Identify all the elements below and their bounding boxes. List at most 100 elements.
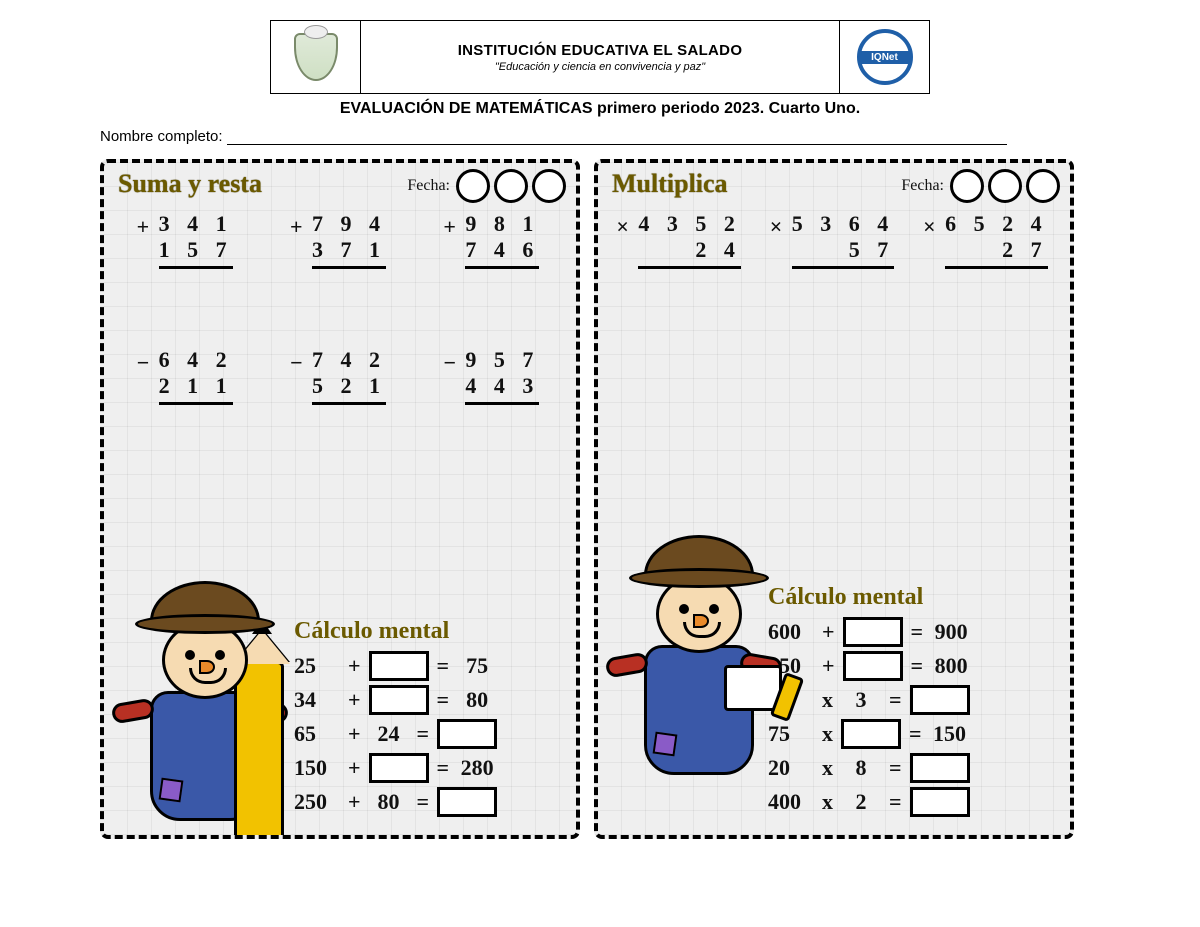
- subtrahend: 4 4 3: [465, 373, 539, 399]
- mental-row[interactable]: 75x=150: [768, 719, 1058, 749]
- name-line: Nombre completo:: [100, 128, 1160, 145]
- mental-row[interactable]: 34+=80: [294, 685, 564, 715]
- op-plus: +: [137, 214, 150, 240]
- mental-title-left: Cálculo mental: [294, 618, 564, 645]
- mental-row[interactable]: 250+80=: [294, 787, 564, 817]
- mult-row: × 4 3 5 2 2 4 × 5 3 6 4 5 7 × 6 5 2 4 2 …: [598, 203, 1070, 269]
- answer-box[interactable]: [437, 719, 497, 749]
- mental-row[interactable]: 20x8=: [768, 753, 1058, 783]
- mental-a: 34: [294, 687, 340, 713]
- op-plus: +: [290, 214, 303, 240]
- addend-bottom: 1 5 7: [159, 237, 233, 263]
- mental-row[interactable]: 65+24=: [294, 719, 564, 749]
- op-plus: +: [443, 214, 456, 240]
- mental-eq: =: [911, 653, 924, 679]
- mental-result: 80: [457, 687, 497, 713]
- sub-problem[interactable]: − 9 5 7 4 4 3: [447, 347, 539, 405]
- mental-result: 75: [457, 653, 497, 679]
- multiplier: 2 4: [638, 237, 741, 263]
- add-problem[interactable]: + 3 4 1 1 5 7: [141, 211, 233, 269]
- minuend: 7 4 2: [312, 347, 386, 373]
- mental-b: 8: [841, 755, 881, 781]
- mental-b: 80: [369, 789, 409, 815]
- answer-box[interactable]: [910, 753, 970, 783]
- answer-box[interactable]: [369, 651, 429, 681]
- op-times: ×: [923, 214, 936, 240]
- mult-problem[interactable]: × 4 3 5 2 2 4: [620, 211, 741, 269]
- add-problem[interactable]: + 9 8 1 7 4 6: [447, 211, 539, 269]
- mental-op: +: [348, 687, 361, 713]
- mental-row[interactable]: 50x3=: [768, 685, 1058, 715]
- fecha-circle[interactable]: [456, 169, 490, 203]
- worksheet: Suma y resta Fecha: + 3 4 1 1 5 7 + 7 9 …: [100, 159, 1160, 839]
- answer-box[interactable]: [910, 685, 970, 715]
- mental-a: 250: [294, 789, 340, 815]
- minuend: 6 4 2: [159, 347, 233, 373]
- panel-multiplica: Multiplica Fecha: × 4 3 5 2 2 4 × 5 3 6 …: [594, 159, 1074, 839]
- institution-cell: INSTITUCIÓN EDUCATIVA EL SALADO "Educaci…: [361, 21, 840, 94]
- mental-row[interactable]: 150+=280: [294, 753, 564, 783]
- sum-line: [312, 266, 386, 269]
- mental-a: 150: [294, 755, 340, 781]
- header-table: INSTITUCIÓN EDUCATIVA EL SALADO "Educaci…: [270, 20, 930, 94]
- answer-box[interactable]: [437, 787, 497, 817]
- answer-box[interactable]: [843, 651, 903, 681]
- addend-bottom: 3 7 1: [312, 237, 386, 263]
- op-minus: −: [443, 350, 456, 376]
- mental-op: +: [348, 653, 361, 679]
- name-underline[interactable]: [227, 144, 1007, 145]
- addend-bottom: 7 4 6: [465, 237, 539, 263]
- sub-problem[interactable]: − 7 4 2 5 2 1: [294, 347, 386, 405]
- mental-op: x: [822, 687, 833, 713]
- add-problem[interactable]: + 7 9 4 3 7 1: [294, 211, 386, 269]
- mental-result: 900: [931, 619, 971, 645]
- multiplier: 2 7: [945, 237, 1048, 263]
- mental-eq: =: [417, 721, 430, 747]
- mental-left: Cálculo mental 25+=7534+=8065+24=150+=28…: [294, 618, 564, 821]
- mental-eq: =: [437, 755, 450, 781]
- scarecrow-pencil-icon: [100, 581, 300, 839]
- mental-eq: =: [911, 619, 924, 645]
- mental-row[interactable]: 400x2=: [768, 787, 1058, 817]
- mult-problem[interactable]: × 6 5 2 4 2 7: [927, 211, 1048, 269]
- op-minus: −: [137, 350, 150, 376]
- sub-problem[interactable]: − 6 4 2 2 1 1: [141, 347, 233, 405]
- institution-title: INSTITUCIÓN EDUCATIVA EL SALADO: [369, 42, 831, 59]
- sum-line: [465, 266, 539, 269]
- prod-line: [792, 266, 895, 269]
- subtrahend: 2 1 1: [159, 373, 233, 399]
- answer-box[interactable]: [843, 617, 903, 647]
- fecha-circle[interactable]: [988, 169, 1022, 203]
- fecha-circle[interactable]: [494, 169, 528, 203]
- mental-eq: =: [417, 789, 430, 815]
- op-times: ×: [770, 214, 783, 240]
- mental-b: 2: [841, 789, 881, 815]
- mental-row[interactable]: 350+=800: [768, 651, 1058, 681]
- answer-box[interactable]: [910, 787, 970, 817]
- institution-motto: "Educación y ciencia en convivencia y pa…: [369, 61, 831, 73]
- mult-problem[interactable]: × 5 3 6 4 5 7: [774, 211, 895, 269]
- cert-logo-cell: [840, 21, 930, 94]
- mental-result: 800: [931, 653, 971, 679]
- mental-op: +: [348, 755, 361, 781]
- sum-line: [159, 266, 233, 269]
- answer-box[interactable]: [841, 719, 901, 749]
- fecha-right: Fecha:: [901, 169, 1060, 203]
- mental-row[interactable]: 600+=900: [768, 617, 1058, 647]
- answer-box[interactable]: [369, 753, 429, 783]
- fecha-left: Fecha:: [407, 169, 566, 203]
- mental-op: x: [822, 789, 833, 815]
- fecha-circle[interactable]: [532, 169, 566, 203]
- scarecrow-clipboard-icon: [594, 535, 794, 795]
- answer-box[interactable]: [369, 685, 429, 715]
- school-shield-icon: [294, 33, 338, 81]
- multiplier: 5 7: [792, 237, 895, 263]
- subtraction-row: − 6 4 2 2 1 1 − 7 4 2 5 2 1 − 9 5 7 4 4 …: [104, 339, 576, 405]
- mental-row[interactable]: 25+=75: [294, 651, 564, 681]
- panel-suma-resta: Suma y resta Fecha: + 3 4 1 1 5 7 + 7 9 …: [100, 159, 580, 839]
- fecha-circle[interactable]: [950, 169, 984, 203]
- mental-op: x: [822, 755, 833, 781]
- fecha-circle[interactable]: [1026, 169, 1060, 203]
- panel-title-left: Suma y resta: [118, 169, 262, 199]
- mental-eq: =: [889, 687, 902, 713]
